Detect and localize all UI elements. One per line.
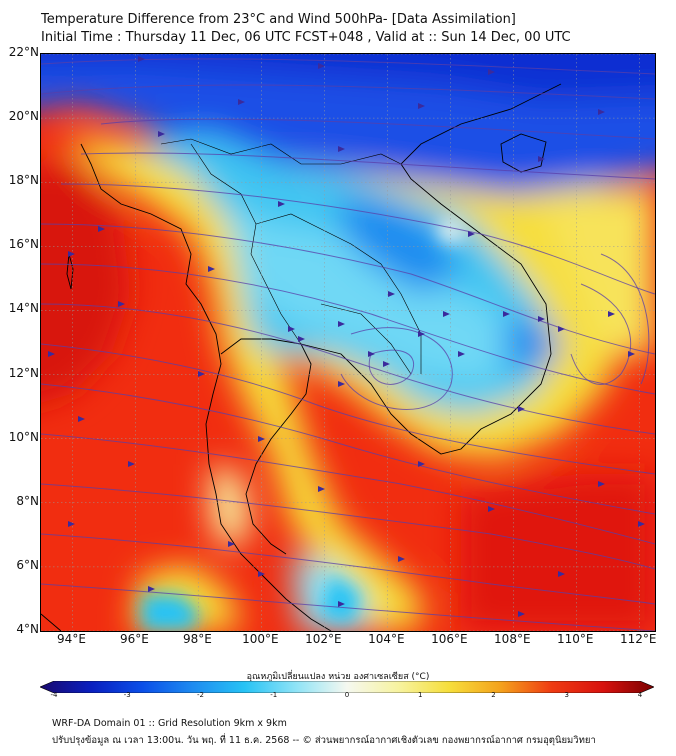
- wind-arrow-icon: [518, 406, 525, 412]
- temperature-field: [41, 54, 655, 631]
- wind-arrow-icon: [48, 351, 55, 357]
- wind-arrow-icon: [198, 371, 205, 377]
- colorbar-tick-label: 4: [637, 691, 643, 699]
- wind-arrow-icon: [68, 521, 75, 527]
- wind-arrow-icon: [158, 131, 165, 137]
- wind-arrow-icon: [418, 461, 425, 467]
- wind-arrow-icon: [538, 156, 545, 162]
- longitude-label: 106°E: [431, 632, 468, 646]
- wind-arrow-icon: [598, 481, 605, 487]
- longitude-label: 102°E: [305, 632, 342, 646]
- colorbar-tick-label: 2: [491, 691, 496, 699]
- wind-arrow-icon: [318, 63, 325, 69]
- longitude-label: 100°E: [242, 632, 279, 646]
- wind-arrow-icon: [238, 99, 245, 105]
- longitude-label: 104°E: [368, 632, 405, 646]
- wind-arrow-icon: [68, 251, 75, 257]
- wind-arrow-icon: [338, 601, 345, 607]
- wind-arrow-icon: [443, 311, 450, 317]
- wind-arrow-icon: [338, 146, 345, 152]
- latitude-label: 20°N: [8, 109, 39, 124]
- wind-arrow-icon: [468, 231, 475, 237]
- wind-arrow-icon: [398, 556, 405, 562]
- map-subtitle: Initial Time : Thursday 11 Dec, 06 UTC F…: [41, 30, 571, 45]
- longitude-label: 94°E: [57, 632, 86, 646]
- colorbar-tick-label: -4: [50, 691, 58, 699]
- wind-arrow-icon: [503, 311, 510, 317]
- latitude-label: 12°N: [8, 365, 39, 380]
- wind-arrow-icon: [598, 109, 605, 115]
- wind-arrow-icon: [538, 316, 545, 322]
- latitude-label: 10°N: [8, 429, 39, 444]
- wind-arrow-icon: [208, 266, 215, 272]
- wind-arrow-icon: [628, 351, 635, 357]
- wind-arrow-icon: [78, 416, 85, 422]
- wind-arrow-icon: [138, 56, 145, 62]
- colorbar-tick-label: -1: [270, 691, 278, 699]
- colorbar: [40, 681, 654, 693]
- footer-update-info: ปรับปรุงข้อมูล ณ เวลา 13:00น. วัน พฤ. ที…: [52, 735, 596, 746]
- latitude-label: 4°N: [16, 622, 39, 636]
- temperature-map: [41, 54, 655, 631]
- latitude-label: 8°N: [16, 493, 39, 508]
- wind-arrow-icon: [488, 506, 495, 512]
- wind-arrow-icon: [338, 321, 345, 327]
- wind-arrow-icon: [558, 571, 565, 577]
- wind-arrow-icon: [278, 201, 285, 207]
- wind-arrow-icon: [318, 486, 325, 492]
- colorbar-title: อุณหภูมิเปลี่ยนแปลง หน่วย องศาเซลเซียส (…: [246, 672, 430, 682]
- wind-arrow-icon: [128, 461, 135, 467]
- wind-arrow-icon: [118, 301, 125, 307]
- longitude-label: 96°E: [120, 632, 149, 646]
- wind-arrow-icon: [288, 326, 295, 332]
- wind-streamlines: [41, 58, 655, 631]
- wind-arrow-icon: [388, 291, 395, 297]
- wind-arrow-icon: [368, 351, 375, 357]
- wind-arrows: [48, 56, 645, 617]
- wind-arrow-icon: [608, 311, 615, 317]
- latitude-label: 16°N: [8, 237, 39, 252]
- latitude-label: 18°N: [8, 173, 39, 188]
- latitude-label: 14°N: [8, 301, 39, 316]
- wind-arrow-icon: [258, 436, 265, 442]
- wind-arrow-icon: [228, 541, 235, 547]
- longitude-label: 98°E: [182, 632, 212, 646]
- map-frame: [40, 53, 656, 632]
- wind-arrow-icon: [383, 361, 390, 367]
- wind-arrow-icon: [488, 69, 495, 75]
- wind-arrow-icon: [458, 351, 465, 357]
- wind-arrow-icon: [338, 381, 345, 387]
- colorbar-tick-label: 1: [418, 691, 423, 699]
- wind-arrow-icon: [558, 326, 565, 332]
- wind-arrow-icon: [418, 331, 425, 337]
- wind-arrow-icon: [148, 586, 155, 592]
- colorbar-tick-label: -3: [123, 691, 131, 699]
- wind-arrow-icon: [638, 521, 645, 527]
- latitude-label: 22°N: [8, 45, 39, 59]
- wind-arrow-icon: [418, 103, 425, 109]
- wind-arrow-icon: [298, 336, 305, 342]
- map-title: Temperature Difference from 23°C and Win…: [41, 12, 516, 27]
- graticule: [41, 54, 655, 631]
- colorbar-tick-label: 3: [564, 691, 569, 699]
- wind-arrow-icon: [518, 611, 525, 617]
- longitude-label: 108°E: [494, 632, 531, 646]
- colorbar-tick-label: -2: [197, 691, 204, 699]
- longitude-label: 110°E: [557, 632, 594, 646]
- colorbar-tick-label: 0: [344, 691, 350, 699]
- latitude-label: 6°N: [16, 557, 39, 572]
- wind-arrow-icon: [98, 226, 105, 232]
- footer-model-info: WRF-DA Domain 01 :: Grid Resolution 9km …: [52, 718, 287, 729]
- wind-arrow-icon: [258, 571, 265, 577]
- longitude-label: 112°E: [620, 632, 657, 646]
